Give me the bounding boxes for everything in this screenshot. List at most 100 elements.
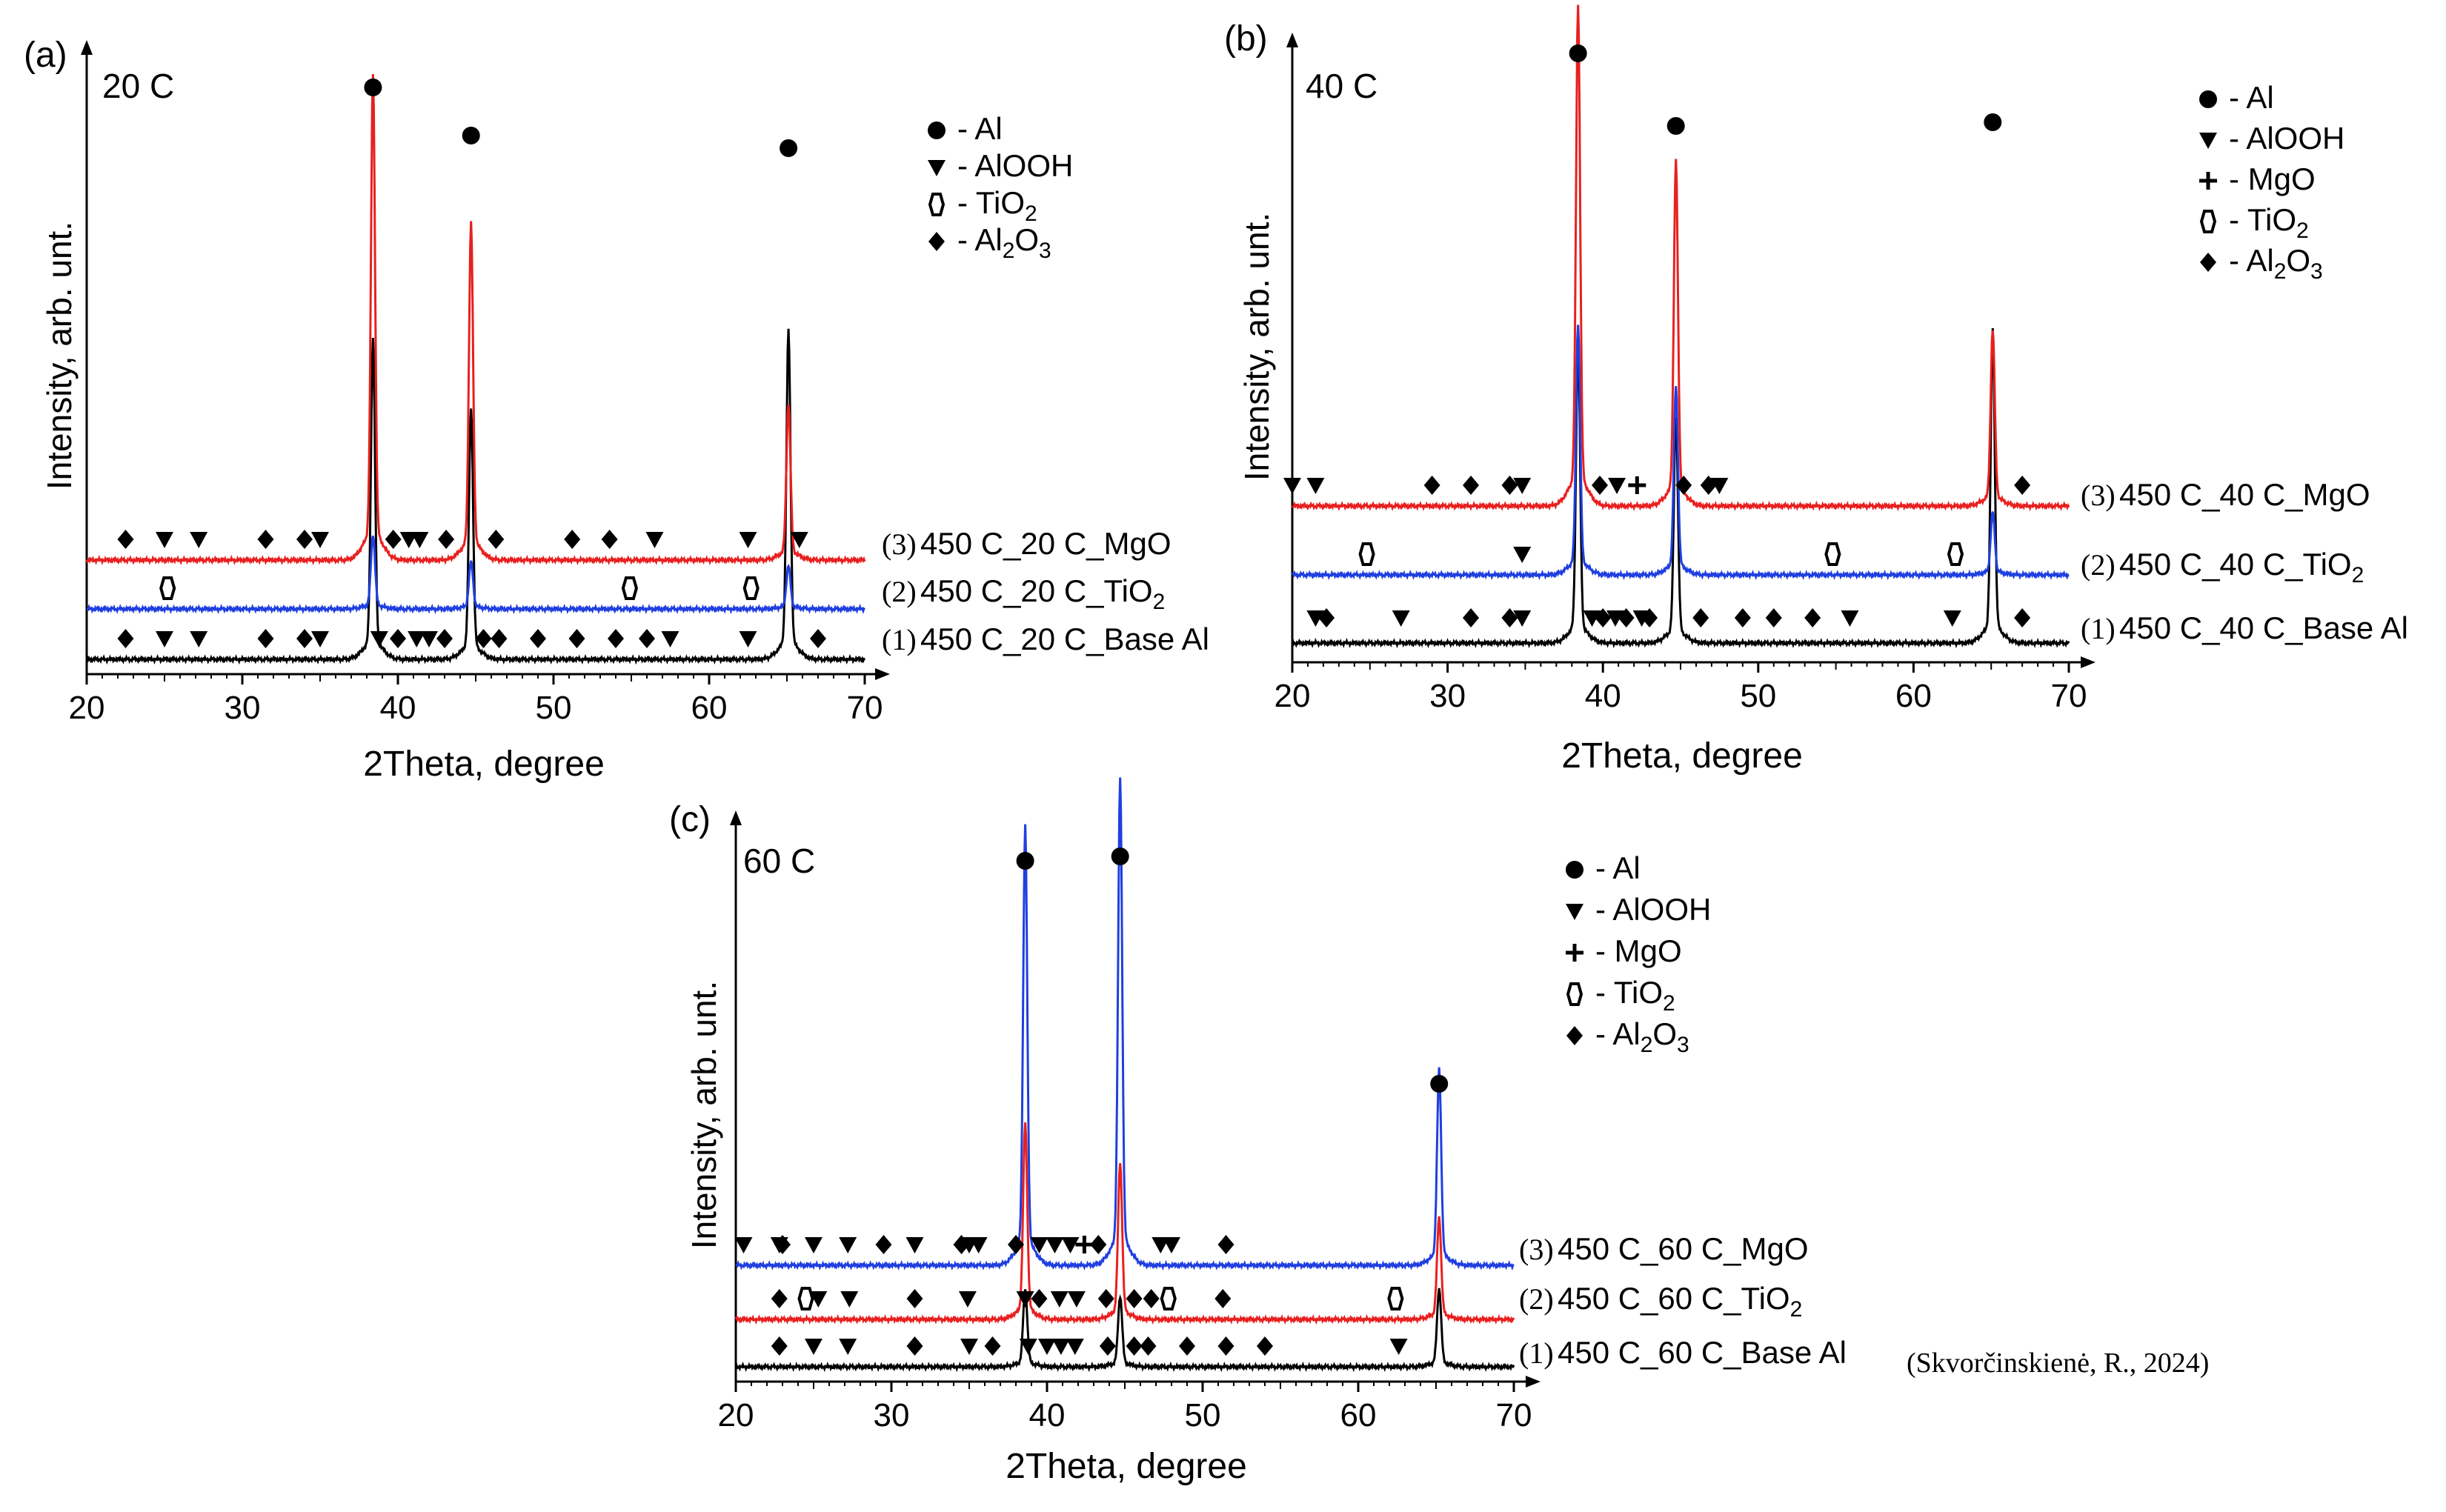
al2o3-marker [1090, 1235, 1107, 1254]
tio2-marker [159, 576, 176, 600]
series-number: (3) [1519, 1233, 1554, 1266]
plot-area [81, 40, 890, 685]
alooh-marker [661, 631, 679, 647]
al2o3-marker [1765, 608, 1782, 627]
alooh-marker [420, 631, 438, 647]
alooh-marker [1061, 1237, 1080, 1253]
series-number: (3) [2081, 479, 2116, 512]
alooh-marker [805, 1339, 822, 1355]
al2o3-marker [1423, 476, 1440, 495]
al-marker [1566, 861, 1583, 879]
al2o3-marker [1214, 1289, 1232, 1308]
series-line [1291, 327, 2070, 649]
panel-a: (a) 20 C 20 30 40 50 60 70 2Theta, degree Int… [24, 36, 1209, 784]
y-axis-arrow [730, 810, 742, 825]
al2o3-marker [491, 629, 508, 648]
x-axis-label: 2Theta, degree [1561, 736, 1803, 776]
al2o3-marker [906, 1289, 923, 1308]
series-label: 450 C_20 C_MgO [920, 526, 1172, 561]
legend-entry: - MgO [2229, 161, 2316, 196]
al-marker [1430, 1075, 1449, 1093]
series-label: 450 C_20 C_TiO2 [920, 573, 1165, 614]
al2o3-marker [1143, 1289, 1160, 1308]
al2o3-marker [601, 530, 618, 549]
al2o3-marker [1031, 1289, 1048, 1308]
alooh-marker [839, 1237, 857, 1253]
alooh-marker [839, 1339, 857, 1355]
alooh-marker [1306, 610, 1325, 627]
x-tick-label: 60 [691, 690, 728, 726]
x-tick-label: 40 [1029, 1397, 1066, 1433]
alooh-marker [928, 160, 946, 176]
al2o3-marker [257, 629, 274, 648]
alooh-marker [1513, 547, 1532, 563]
x-axis-label: 2Theta, degree [363, 745, 605, 784]
al2o3-marker [390, 629, 406, 648]
legend-entry: - Al2O3 [1595, 1016, 1689, 1057]
legend-entry: - TiO2 [957, 185, 1037, 226]
alooh-marker [1050, 1291, 1069, 1308]
series-line [1291, 4, 2070, 512]
al2o3-marker [117, 530, 134, 549]
alooh-marker [1632, 610, 1651, 627]
series-label: 450 C_20 C_Base Al [920, 622, 1209, 656]
y-axis-label: Intensity, arb. unt. [40, 222, 79, 490]
alooh-marker [370, 631, 388, 647]
alooh-marker [411, 532, 429, 548]
x-axis-arrow [875, 668, 890, 680]
al-marker [1016, 852, 1034, 870]
series-number: (3) [882, 527, 917, 561]
al2o3-marker [2200, 253, 2216, 272]
legend-entry: - MgO [1595, 933, 1682, 968]
x-tick-label: 60 [1895, 678, 1932, 714]
y-axis-arrow [81, 40, 93, 55]
panel-c: (c) 60 C 20 30 40 50 60 70 2Theta, degree Int… [669, 777, 1847, 1486]
al2o3-marker [771, 1336, 788, 1356]
al2o3-marker [1592, 476, 1609, 495]
panel-letter: (b) [1224, 19, 1268, 59]
alooh-marker [905, 1237, 924, 1253]
alooh-marker [1566, 904, 1583, 920]
alooh-marker [311, 532, 329, 548]
al2o3-marker [639, 629, 655, 648]
panel-letter: (c) [669, 800, 711, 839]
y-axis-label: Intensity, arb. unt. [685, 981, 723, 1249]
alooh-marker [1046, 1237, 1064, 1253]
al2o3-marker [436, 629, 453, 648]
panel-temperature: 40 C [1306, 67, 1377, 105]
al-marker [364, 79, 382, 96]
al2o3-marker [1734, 608, 1751, 627]
y-axis-label: Intensity, arb. unt. [1237, 213, 1276, 481]
series-number: (2) [2081, 548, 2116, 582]
x-tick-labels: 20 30 40 50 60 70 [1274, 678, 2087, 714]
legend: - Al - AlOOH - MgO - TiO2- Al2O3 [1566, 850, 1711, 1057]
series-label: 450 C_60 C_Base Al [1558, 1335, 1847, 1370]
x-axis-arrow [2081, 656, 2096, 668]
x-tick-label: 20 [718, 1397, 754, 1433]
al2o3-marker [608, 629, 624, 648]
legend-entry: - Al2O3 [957, 222, 1051, 263]
panel-temperature: 60 C [743, 842, 815, 880]
series-labels: (1) 450 C_40 C_Base Al(2) 450 C_40 C_TiO2 (… [2081, 477, 2408, 645]
alooh-marker [1066, 1339, 1084, 1355]
alooh-marker [960, 1339, 978, 1355]
alooh-marker [1606, 610, 1624, 627]
al2o3-marker [1692, 608, 1709, 627]
legend-entry: - TiO2 [1595, 975, 1675, 1016]
alooh-marker [1030, 1237, 1048, 1253]
x-tick-label: 50 [536, 690, 572, 726]
alooh-marker [770, 1237, 788, 1253]
al2o3-marker [1501, 476, 1518, 495]
al-marker [1111, 847, 1129, 865]
al2o3-marker [1126, 1289, 1143, 1308]
alooh-marker [1016, 1291, 1034, 1308]
alooh-marker [840, 1291, 859, 1308]
al2o3-marker [1099, 1336, 1116, 1356]
tio2-marker [1387, 1287, 1404, 1310]
alooh-marker [311, 631, 329, 647]
mgo-marker [1566, 944, 1583, 962]
y-axis-arrow [1286, 33, 1298, 47]
series-number: (1) [2081, 612, 2116, 645]
alooh-marker [1163, 1237, 1180, 1253]
al2o3-marker [1008, 1235, 1024, 1254]
